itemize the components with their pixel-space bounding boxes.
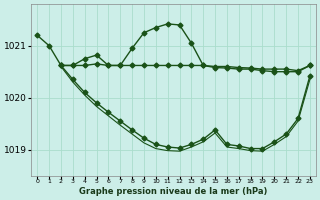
X-axis label: Graphe pression niveau de la mer (hPa): Graphe pression niveau de la mer (hPa) [79,187,268,196]
